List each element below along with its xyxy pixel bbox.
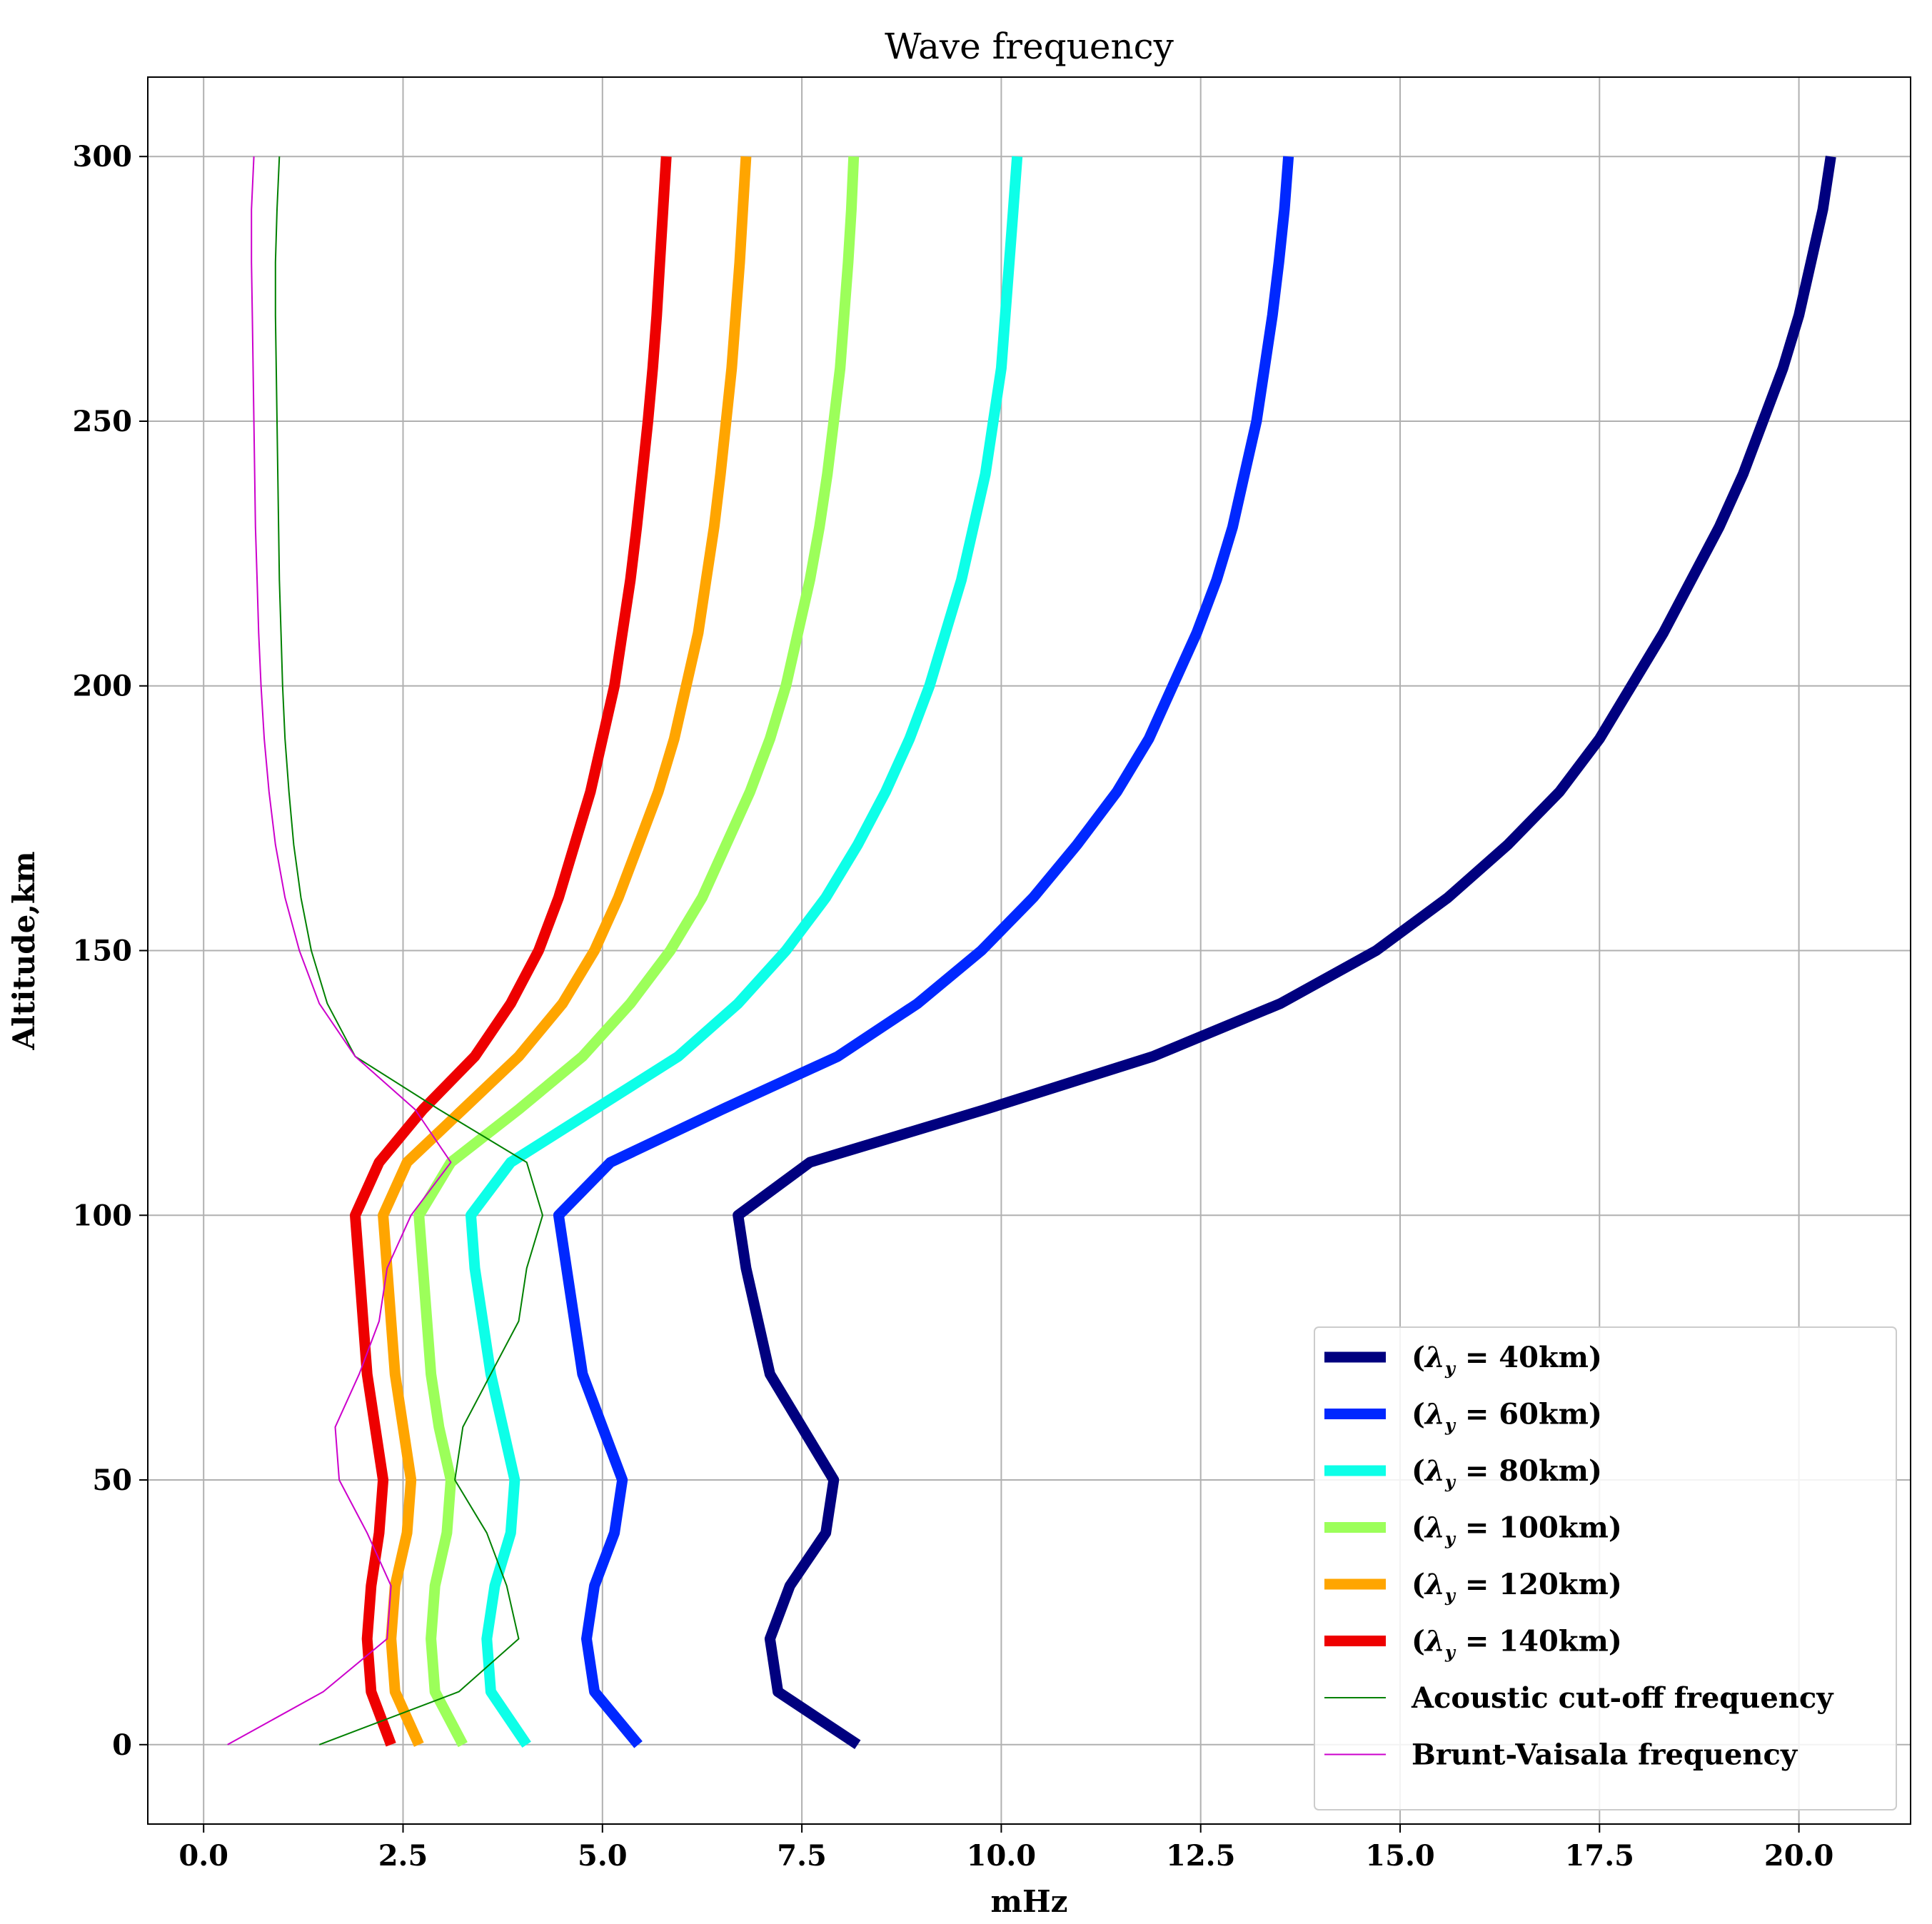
x-tick-label: 10.0 <box>967 1839 1036 1873</box>
legend-box <box>1314 1326 1897 1810</box>
x-tick-label: 15.0 <box>1365 1839 1434 1873</box>
legend-entry: (λy = 60km) <box>1412 1398 1602 1436</box>
legend: (λy = 40km) (λy = 60km) (λy = 80km) (λy = 1… <box>1314 1326 1897 1810</box>
x-axis-ticks: 0.0 2.5 5.0 7.5 10.0 12.5 15.0 17.5 20.0 <box>178 1824 1833 1873</box>
y-axis-label: Altitude,km <box>6 851 41 1050</box>
series-line-4 <box>413 156 860 1748</box>
legend-entry: Brunt-Vaisala frequency <box>1412 1738 1798 1772</box>
x-axis-label: mHz <box>991 1884 1068 1919</box>
series-line-2 <box>553 156 1294 1748</box>
series-line-7 <box>274 156 543 1746</box>
x-tick-label: 2.5 <box>378 1839 428 1873</box>
y-tick-label: 300 <box>73 140 133 173</box>
chart-title: Wave frequency <box>885 26 1174 67</box>
y-axis-ticks: 0 50 100 150 200 250 300 <box>73 140 148 1762</box>
x-tick-label: 20.0 <box>1764 1839 1833 1873</box>
x-tick-label: 7.5 <box>777 1839 827 1873</box>
series-line-6 <box>350 156 672 1747</box>
x-tick-label: 0.0 <box>178 1839 228 1873</box>
legend-entry: (λy = 120km) <box>1412 1568 1622 1606</box>
legend-entry: (λy = 40km) <box>1412 1341 1602 1379</box>
y-tick-label: 100 <box>73 1199 133 1232</box>
y-tick-label: 150 <box>73 935 133 968</box>
y-tick-label: 50 <box>92 1464 132 1497</box>
y-tick-label: 250 <box>73 405 133 438</box>
legend-entry: (λy = 140km) <box>1412 1625 1622 1663</box>
series-line-3 <box>466 156 1023 1748</box>
series-line-1 <box>733 156 1836 1750</box>
series-lines <box>227 156 1836 1750</box>
y-tick-label: 0 <box>112 1728 132 1762</box>
x-tick-label: 17.5 <box>1565 1839 1634 1873</box>
x-tick-label: 12.5 <box>1166 1839 1235 1873</box>
legend-entry: (λy = 100km) <box>1412 1511 1622 1549</box>
series-line-8 <box>227 156 452 1746</box>
legend-entry: (λy = 80km) <box>1412 1454 1602 1492</box>
x-tick-label: 5.0 <box>578 1839 628 1873</box>
y-tick-label: 200 <box>73 670 133 703</box>
legend-entry: Acoustic cut-off frequency <box>1411 1681 1834 1715</box>
series-line-5 <box>378 156 752 1747</box>
